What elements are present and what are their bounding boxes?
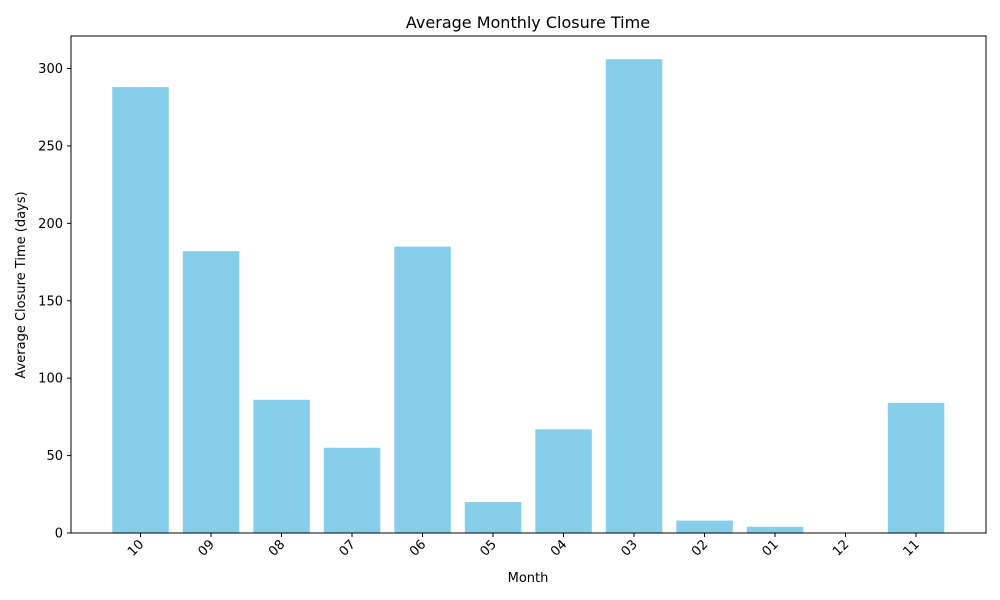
x-tick-label-04: 04 xyxy=(548,537,570,559)
y-tick-label-100: 100 xyxy=(38,372,63,387)
x-tick-label-12: 12 xyxy=(830,537,852,559)
x-tick-label-03: 03 xyxy=(619,537,641,559)
bar-04 xyxy=(535,429,592,533)
y-axis: 0 50 100 150 200 250 300 xyxy=(38,62,71,542)
plot-frame xyxy=(70,35,987,534)
x-tick-label-09: 09 xyxy=(196,537,218,559)
bar-03 xyxy=(605,59,663,533)
x-axis-label: Month xyxy=(508,571,549,586)
x-tick-label-02: 02 xyxy=(689,537,711,559)
bars-group xyxy=(112,59,945,533)
x-tick-label-08: 08 xyxy=(266,537,288,559)
x-tick-label-01: 01 xyxy=(760,537,782,559)
y-tick-label-0: 0 xyxy=(55,527,63,542)
bar-07 xyxy=(323,447,381,533)
bar-08 xyxy=(253,399,310,533)
bar-06 xyxy=(394,246,451,533)
x-tick-label-10: 10 xyxy=(125,537,147,559)
bar-10 xyxy=(112,87,169,533)
x-tick-label-11: 11 xyxy=(901,537,923,559)
x-tick-label-06: 06 xyxy=(407,537,429,559)
x-tick-label-07: 07 xyxy=(337,537,359,559)
x-axis: 10 09 08 07 06 05 04 03 02 01 12 11 xyxy=(125,533,923,560)
y-tick-label-250: 250 xyxy=(38,139,63,154)
y-axis-label: Average Closure Time (days) xyxy=(14,191,29,378)
bar-05 xyxy=(464,502,522,533)
bar-02 xyxy=(676,520,733,533)
x-tick-label-05: 05 xyxy=(478,537,500,559)
bar-01 xyxy=(746,526,804,533)
y-tick-label-200: 200 xyxy=(38,217,63,232)
chart-title: Average Monthly Closure Time xyxy=(406,13,650,32)
y-tick-label-150: 150 xyxy=(38,294,63,309)
y-tick-label-50: 50 xyxy=(46,449,63,464)
bar-09 xyxy=(182,251,240,533)
bar-11 xyxy=(887,402,945,533)
y-tick-label-300: 300 xyxy=(38,62,63,77)
